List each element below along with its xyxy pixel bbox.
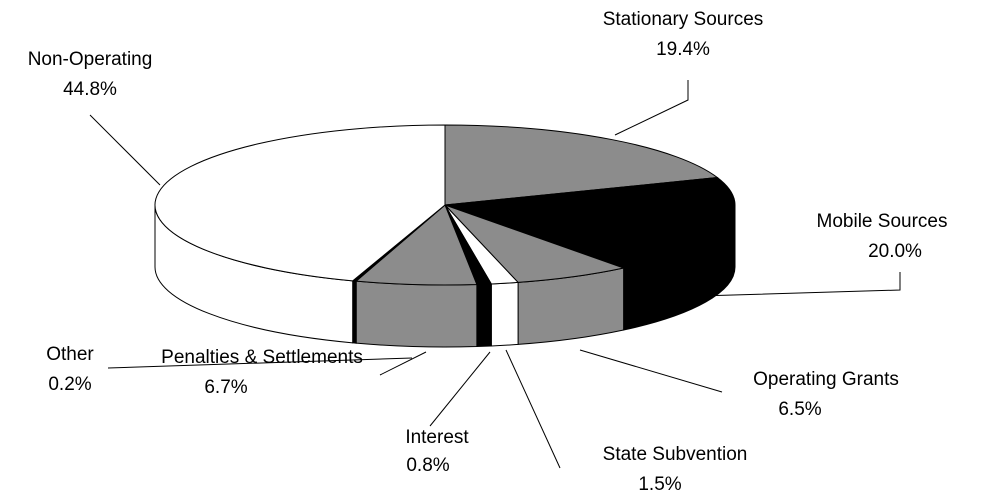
value-label: 0.8% bbox=[406, 455, 449, 476]
value-label: 1.5% bbox=[638, 474, 681, 495]
value-label: 6.5% bbox=[778, 399, 821, 420]
slice-side bbox=[352, 280, 357, 344]
slice-label: Non-Operating bbox=[28, 49, 153, 70]
slice bbox=[444, 204, 626, 283]
value-label: 19.4% bbox=[656, 39, 710, 60]
leader-line bbox=[89, 114, 161, 186]
leader-line bbox=[505, 349, 561, 469]
leader-line bbox=[429, 351, 491, 427]
leader-line bbox=[379, 351, 427, 376]
slice bbox=[444, 177, 736, 269]
leader-line bbox=[664, 272, 901, 298]
slice-side bbox=[476, 283, 492, 348]
slice-side bbox=[490, 281, 519, 347]
slice bbox=[444, 124, 719, 206]
slice-label: Operating Grants bbox=[753, 369, 899, 390]
leader-line bbox=[614, 80, 689, 136]
slice-label: Other bbox=[46, 344, 94, 365]
slice-label: State Subvention bbox=[603, 444, 748, 465]
slice-side bbox=[355, 280, 478, 348]
leader-line bbox=[579, 349, 723, 393]
slice-label: Penalties & Settlements bbox=[161, 347, 363, 368]
value-label: 0.2% bbox=[48, 374, 91, 395]
value-label: 20.0% bbox=[868, 241, 922, 262]
leader-line bbox=[107, 357, 413, 369]
slice bbox=[354, 204, 478, 286]
slice bbox=[154, 124, 446, 282]
slice-label: Stationary Sources bbox=[603, 9, 764, 30]
value-label: 44.8% bbox=[63, 79, 117, 100]
value-label: 6.7% bbox=[204, 377, 247, 398]
slice-label: Mobile Sources bbox=[817, 211, 948, 232]
slice-label: Interest bbox=[405, 427, 469, 448]
